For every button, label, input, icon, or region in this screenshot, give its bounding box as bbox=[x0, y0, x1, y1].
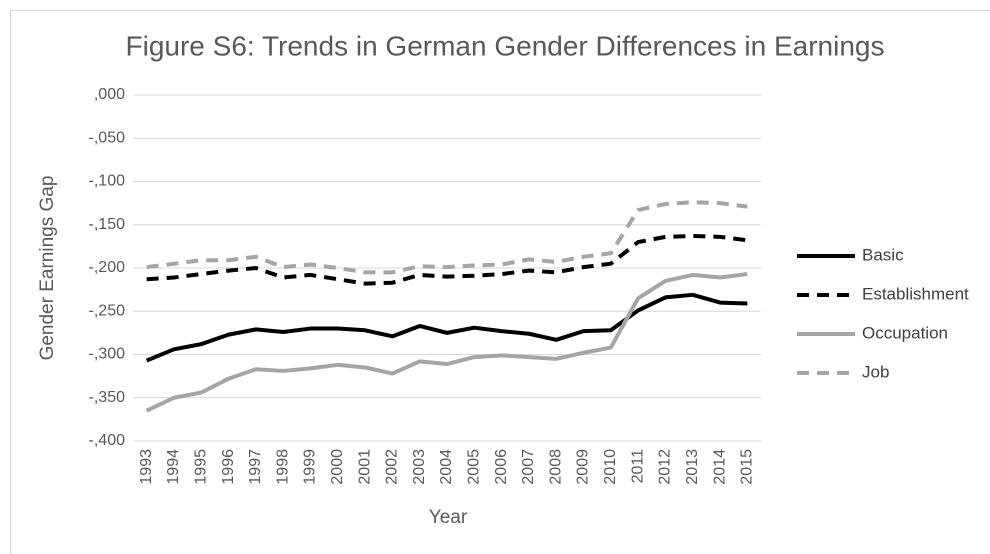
x-tick-label: 1997 bbox=[247, 449, 264, 485]
y-tick-label: -,250 bbox=[89, 302, 126, 319]
legend-label: Establishment bbox=[862, 284, 969, 303]
x-tick-label: 2011 bbox=[629, 449, 646, 484]
y-tick-label: -,150 bbox=[89, 216, 126, 233]
x-tick-label: 2015 bbox=[739, 449, 756, 485]
x-tick-label: 2000 bbox=[329, 449, 346, 485]
y-tick-label: -,350 bbox=[89, 389, 126, 406]
legend-label: Job bbox=[862, 362, 889, 381]
legend-label: Basic bbox=[862, 245, 904, 264]
y-axis-title: Gender Earnings Gap bbox=[37, 176, 58, 361]
x-tick-label: 2001 bbox=[356, 449, 373, 485]
y-tick-label: -,050 bbox=[89, 129, 126, 146]
chart-border bbox=[10, 10, 990, 554]
series-line bbox=[146, 200, 748, 275]
y-tick-label: -,200 bbox=[89, 259, 126, 276]
x-tick-label: 2004 bbox=[438, 449, 455, 485]
y-tick-label: ,000 bbox=[94, 86, 125, 103]
y-tick-label: -,400 bbox=[89, 432, 126, 449]
x-tick-label: 1999 bbox=[302, 449, 319, 485]
x-tick-label: 1995 bbox=[192, 449, 209, 485]
y-tick-label: -,300 bbox=[89, 346, 126, 363]
x-tick-label: 2003 bbox=[411, 449, 428, 485]
x-tick-label: 1998 bbox=[274, 449, 291, 485]
x-tick-label: 2002 bbox=[384, 449, 401, 485]
x-tick-label: 2009 bbox=[575, 449, 592, 485]
x-tick-label: 1994 bbox=[165, 449, 182, 485]
series-line bbox=[146, 233, 748, 286]
x-tick-label: 1996 bbox=[220, 449, 237, 485]
series-line bbox=[145, 292, 748, 363]
x-tick-label: 2013 bbox=[684, 449, 701, 485]
legend-label: Occupation bbox=[862, 323, 948, 342]
x-tick-label: 2006 bbox=[493, 449, 510, 485]
series-line bbox=[145, 272, 748, 413]
x-tick-label: 2014 bbox=[711, 449, 728, 485]
y-tick-label: -,100 bbox=[89, 173, 126, 190]
x-tick-label: 2008 bbox=[547, 449, 564, 485]
chart-title: Figure S6: Trends in German Gender Diffe… bbox=[126, 30, 885, 61]
x-tick-label: 2010 bbox=[602, 449, 619, 485]
x-tick-label: 1993 bbox=[138, 449, 155, 485]
x-axis-title: Year bbox=[429, 507, 468, 528]
x-tick-label: 2007 bbox=[520, 449, 537, 485]
x-tick-label: 2005 bbox=[466, 449, 483, 485]
x-tick-label: 2012 bbox=[657, 449, 674, 485]
